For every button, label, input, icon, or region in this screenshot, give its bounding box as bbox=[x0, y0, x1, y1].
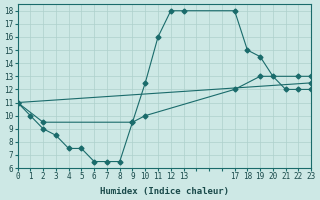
X-axis label: Humidex (Indice chaleur): Humidex (Indice chaleur) bbox=[100, 187, 229, 196]
